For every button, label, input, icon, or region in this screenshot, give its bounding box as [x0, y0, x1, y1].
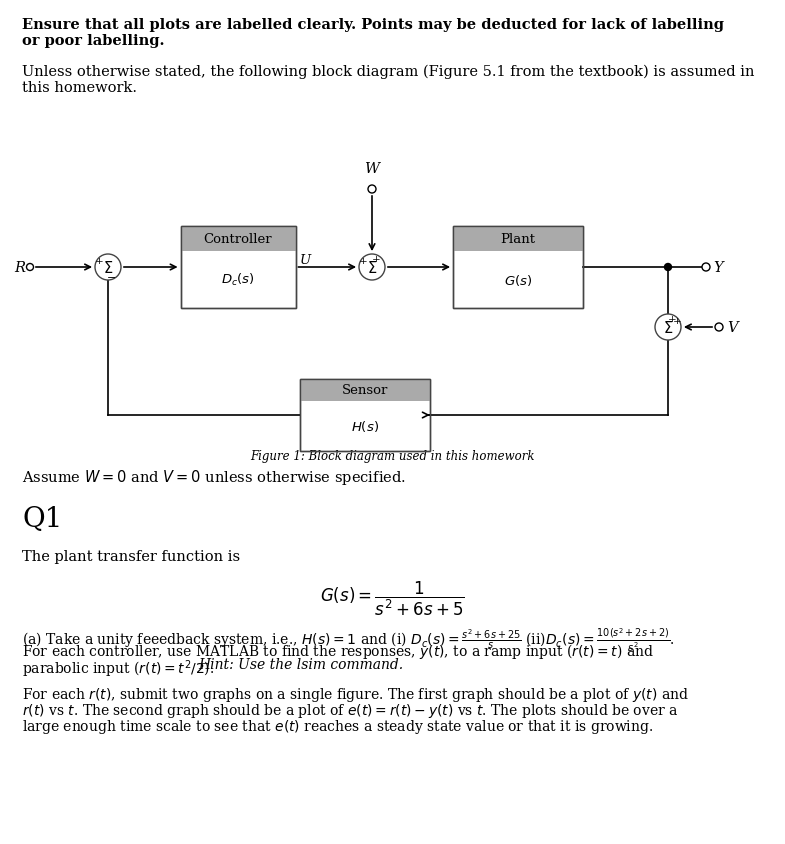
Text: The plant transfer function is: The plant transfer function is [22, 549, 240, 563]
Text: this homework.: this homework. [22, 81, 137, 95]
Text: $\Sigma$: $\Sigma$ [663, 320, 673, 336]
Text: $\Sigma$: $\Sigma$ [367, 260, 377, 276]
Text: $D_c(s)$: $D_c(s)$ [221, 272, 255, 288]
Text: W: W [364, 162, 379, 176]
Circle shape [368, 186, 376, 194]
Text: $H(s)$: $H(s)$ [351, 419, 379, 434]
Text: +: + [371, 254, 381, 263]
Circle shape [27, 264, 34, 271]
Text: or poor labelling.: or poor labelling. [22, 34, 165, 48]
Text: Unless otherwise stated, the following block diagram (Figure 5.1 from the textbo: Unless otherwise stated, the following b… [22, 65, 754, 79]
Text: $G(s) = \dfrac{1}{s^2 + 6s + 5}$: $G(s) = \dfrac{1}{s^2 + 6s + 5}$ [319, 579, 465, 618]
Text: For each controller, use MATLAB to find the responses, $y(t)$, to a ramp input (: For each controller, use MATLAB to find … [22, 641, 654, 660]
Bar [453, 227, 583, 309]
Text: U: U [300, 254, 311, 268]
Circle shape [664, 264, 671, 271]
Text: −: − [108, 273, 117, 283]
Circle shape [715, 323, 723, 332]
Bar [181, 227, 295, 309]
Text: +: + [359, 257, 367, 266]
Circle shape [95, 255, 121, 281]
Text: +: + [667, 314, 677, 323]
Text: For each $r(t)$, submit two graphs on a single figure. The first graph should be: For each $r(t)$, submit two graphs on a … [22, 685, 688, 703]
Bar [453, 227, 583, 309]
Text: Controller: Controller [203, 233, 272, 246]
Text: (a) Take a unity feeedback system, i.e., $H(s) = 1$ and (i) $D_c(s) = \frac{s^2+: (a) Take a unity feeedback system, i.e.,… [22, 625, 675, 652]
Text: $r(t)$ vs $t$. The second graph should be a plot of $e(t) = r(t) - y(t)$ vs $t$.: $r(t)$ vs $t$. The second graph should b… [22, 701, 678, 719]
Text: Q1: Q1 [22, 506, 62, 533]
Bar [181, 227, 295, 252]
Text: Sensor: Sensor [341, 384, 389, 397]
Bar [300, 380, 430, 452]
Circle shape [702, 263, 710, 272]
Bar [300, 380, 430, 452]
Text: V: V [727, 321, 738, 334]
Text: Y: Y [713, 261, 723, 274]
Text: +: + [95, 257, 104, 266]
Bar [453, 227, 583, 252]
Text: Plant: Plant [501, 233, 535, 246]
Text: R: R [14, 261, 25, 274]
Bar [181, 227, 295, 309]
Bar [300, 380, 430, 401]
Text: Figure 1: Block diagram used in this homework: Figure 1: Block diagram used in this hom… [250, 450, 535, 463]
Text: large enough time scale to see that $e(t)$ reaches a steady state value or that : large enough time scale to see that $e(t… [22, 717, 653, 735]
Text: parabolic input ($r(t) = t^2/2$).: parabolic input ($r(t) = t^2/2$). [22, 657, 220, 679]
Text: Assume $W = 0$ and $V = 0$ unless otherwise specified.: Assume $W = 0$ and $V = 0$ unless otherw… [22, 468, 406, 486]
Circle shape [655, 315, 681, 341]
Circle shape [359, 255, 385, 281]
Text: Ensure that all plots are labelled clearly. Points may be deducted for lack of l: Ensure that all plots are labelled clear… [22, 18, 724, 32]
Text: $\Sigma$: $\Sigma$ [103, 260, 113, 276]
Text: $G(s)$: $G(s)$ [504, 273, 532, 288]
Text: +: + [673, 317, 681, 326]
Text: Hint: Use the lsim command.: Hint: Use the lsim command. [198, 657, 403, 671]
